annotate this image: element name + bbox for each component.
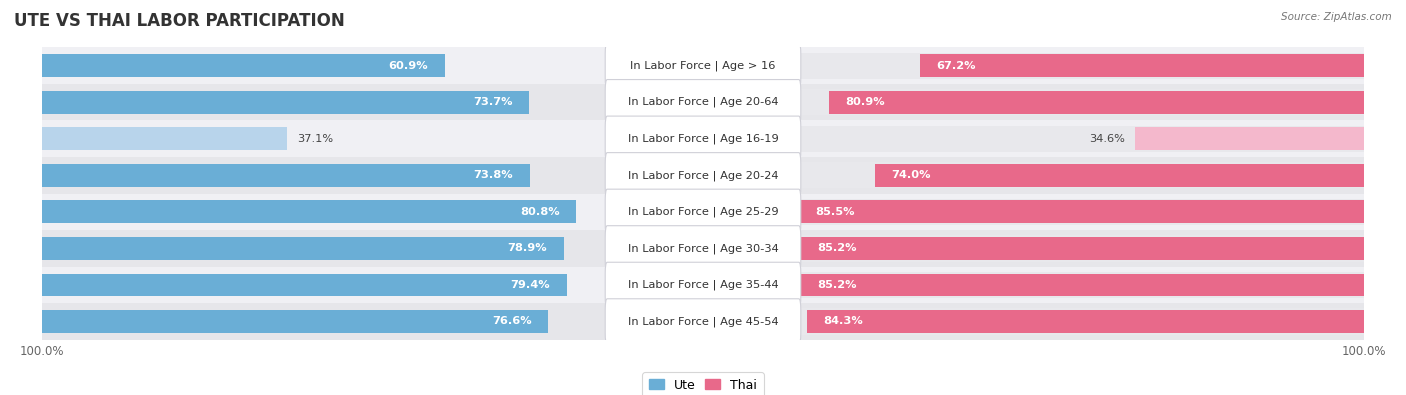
FancyBboxPatch shape (605, 189, 801, 235)
Bar (801, 237, 1364, 260)
Bar (801, 274, 1364, 296)
Text: 78.9%: 78.9% (508, 243, 547, 253)
Text: In Labor Force | Age 20-24: In Labor Force | Age 20-24 (627, 170, 779, 181)
Text: 37.1%: 37.1% (297, 134, 333, 144)
Bar (0, 199, 42, 225)
Bar (799, 201, 1364, 223)
Bar (0, 126, 42, 152)
Bar (0, 235, 42, 261)
Bar (42, 274, 567, 296)
Bar (0, 272, 42, 298)
Text: 74.0%: 74.0% (891, 170, 931, 180)
Text: In Labor Force | Age 35-44: In Labor Force | Age 35-44 (627, 280, 779, 290)
Bar (0, 308, 42, 335)
Bar (42, 237, 564, 260)
Bar (42, 164, 530, 186)
Bar (830, 91, 1364, 113)
Text: 84.3%: 84.3% (824, 316, 863, 326)
Text: 85.5%: 85.5% (815, 207, 855, 217)
Bar (0, 89, 42, 115)
Text: 73.7%: 73.7% (474, 97, 513, 107)
Text: In Labor Force | Age 16-19: In Labor Force | Age 16-19 (627, 134, 779, 144)
Text: In Labor Force | Age 20-64: In Labor Force | Age 20-64 (627, 97, 779, 107)
Bar (799, 272, 1364, 298)
Bar (807, 310, 1364, 333)
Bar (1135, 128, 1364, 150)
Text: 76.6%: 76.6% (492, 316, 531, 326)
Bar (42, 55, 444, 77)
Bar (875, 164, 1364, 186)
Bar (42, 267, 1364, 303)
Text: UTE VS THAI LABOR PARTICIPATION: UTE VS THAI LABOR PARTICIPATION (14, 12, 344, 30)
Text: 73.8%: 73.8% (474, 170, 513, 180)
Bar (42, 128, 287, 150)
FancyBboxPatch shape (605, 43, 801, 88)
Text: 67.2%: 67.2% (936, 61, 976, 71)
Bar (920, 55, 1364, 77)
Legend: Ute, Thai: Ute, Thai (643, 372, 763, 395)
Text: 85.2%: 85.2% (817, 243, 856, 253)
Bar (42, 303, 1364, 340)
Text: 60.9%: 60.9% (388, 61, 427, 71)
Text: 80.9%: 80.9% (846, 97, 886, 107)
Bar (42, 194, 1364, 230)
Bar (799, 162, 1364, 188)
Text: 79.4%: 79.4% (510, 280, 550, 290)
FancyBboxPatch shape (605, 79, 801, 125)
Bar (42, 47, 1364, 84)
FancyBboxPatch shape (605, 152, 801, 198)
Bar (799, 89, 1364, 115)
Bar (799, 53, 1364, 79)
Text: In Labor Force | Age > 16: In Labor Force | Age > 16 (630, 60, 776, 71)
Bar (42, 157, 1364, 194)
FancyBboxPatch shape (605, 116, 801, 162)
Bar (42, 120, 1364, 157)
Bar (0, 53, 42, 79)
FancyBboxPatch shape (605, 226, 801, 271)
Bar (799, 199, 1364, 225)
Text: 34.6%: 34.6% (1090, 134, 1125, 144)
Bar (799, 235, 1364, 261)
Text: 85.2%: 85.2% (817, 280, 856, 290)
FancyBboxPatch shape (605, 299, 801, 344)
FancyBboxPatch shape (605, 262, 801, 308)
Bar (42, 91, 529, 113)
Text: In Labor Force | Age 30-34: In Labor Force | Age 30-34 (627, 243, 779, 254)
Bar (42, 230, 1364, 267)
Bar (42, 310, 548, 333)
Text: In Labor Force | Age 45-54: In Labor Force | Age 45-54 (627, 316, 779, 327)
Bar (0, 162, 42, 188)
Bar (799, 308, 1364, 335)
Text: In Labor Force | Age 25-29: In Labor Force | Age 25-29 (627, 207, 779, 217)
Bar (42, 201, 576, 223)
Bar (42, 84, 1364, 120)
Text: Source: ZipAtlas.com: Source: ZipAtlas.com (1281, 12, 1392, 22)
Text: 80.8%: 80.8% (520, 207, 560, 217)
Bar (799, 126, 1364, 152)
